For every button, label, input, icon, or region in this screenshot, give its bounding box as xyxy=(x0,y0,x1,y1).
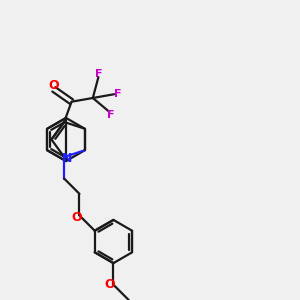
Text: O: O xyxy=(49,79,59,92)
Text: F: F xyxy=(95,69,102,79)
Text: F: F xyxy=(107,110,115,120)
Text: F: F xyxy=(114,89,122,99)
Text: O: O xyxy=(71,211,82,224)
Text: N: N xyxy=(61,152,72,165)
Text: O: O xyxy=(104,278,115,291)
